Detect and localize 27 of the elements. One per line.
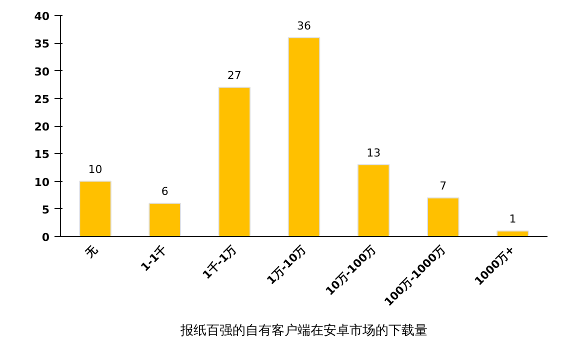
bar	[148, 202, 182, 236]
bar	[426, 197, 460, 236]
data-label: 7	[440, 180, 447, 193]
bar	[79, 180, 112, 236]
bar	[357, 164, 390, 236]
y-tick-label: 10	[34, 176, 50, 189]
data-label: 10	[88, 162, 102, 176]
y-tick-label: 15	[34, 148, 50, 162]
y-tick-label: 5	[42, 203, 50, 216]
y-tick-label: 40	[34, 10, 50, 23]
data-label: 36	[297, 19, 311, 32]
y-tick-label: 35	[34, 38, 50, 51]
data-label: 6	[161, 185, 168, 198]
bar	[288, 37, 320, 236]
data-label: 1	[509, 212, 516, 226]
bar	[496, 230, 529, 236]
y-tick-label: 20	[34, 120, 50, 134]
data-label: 27	[227, 69, 242, 82]
y-tick-label: 25	[34, 92, 50, 106]
bar	[218, 86, 251, 236]
x-tick-label: 无	[82, 242, 101, 261]
x-tick-label: 1万-10万	[264, 242, 309, 288]
text: 报纸百强的自有客户端在安卓市场的下载量	[180, 322, 428, 338]
x-tick-label: 1千-1万	[200, 242, 240, 282]
data-label: 13	[366, 146, 381, 160]
y-tick-label: 30	[34, 65, 50, 78]
y-tick-label: 0	[42, 231, 50, 244]
